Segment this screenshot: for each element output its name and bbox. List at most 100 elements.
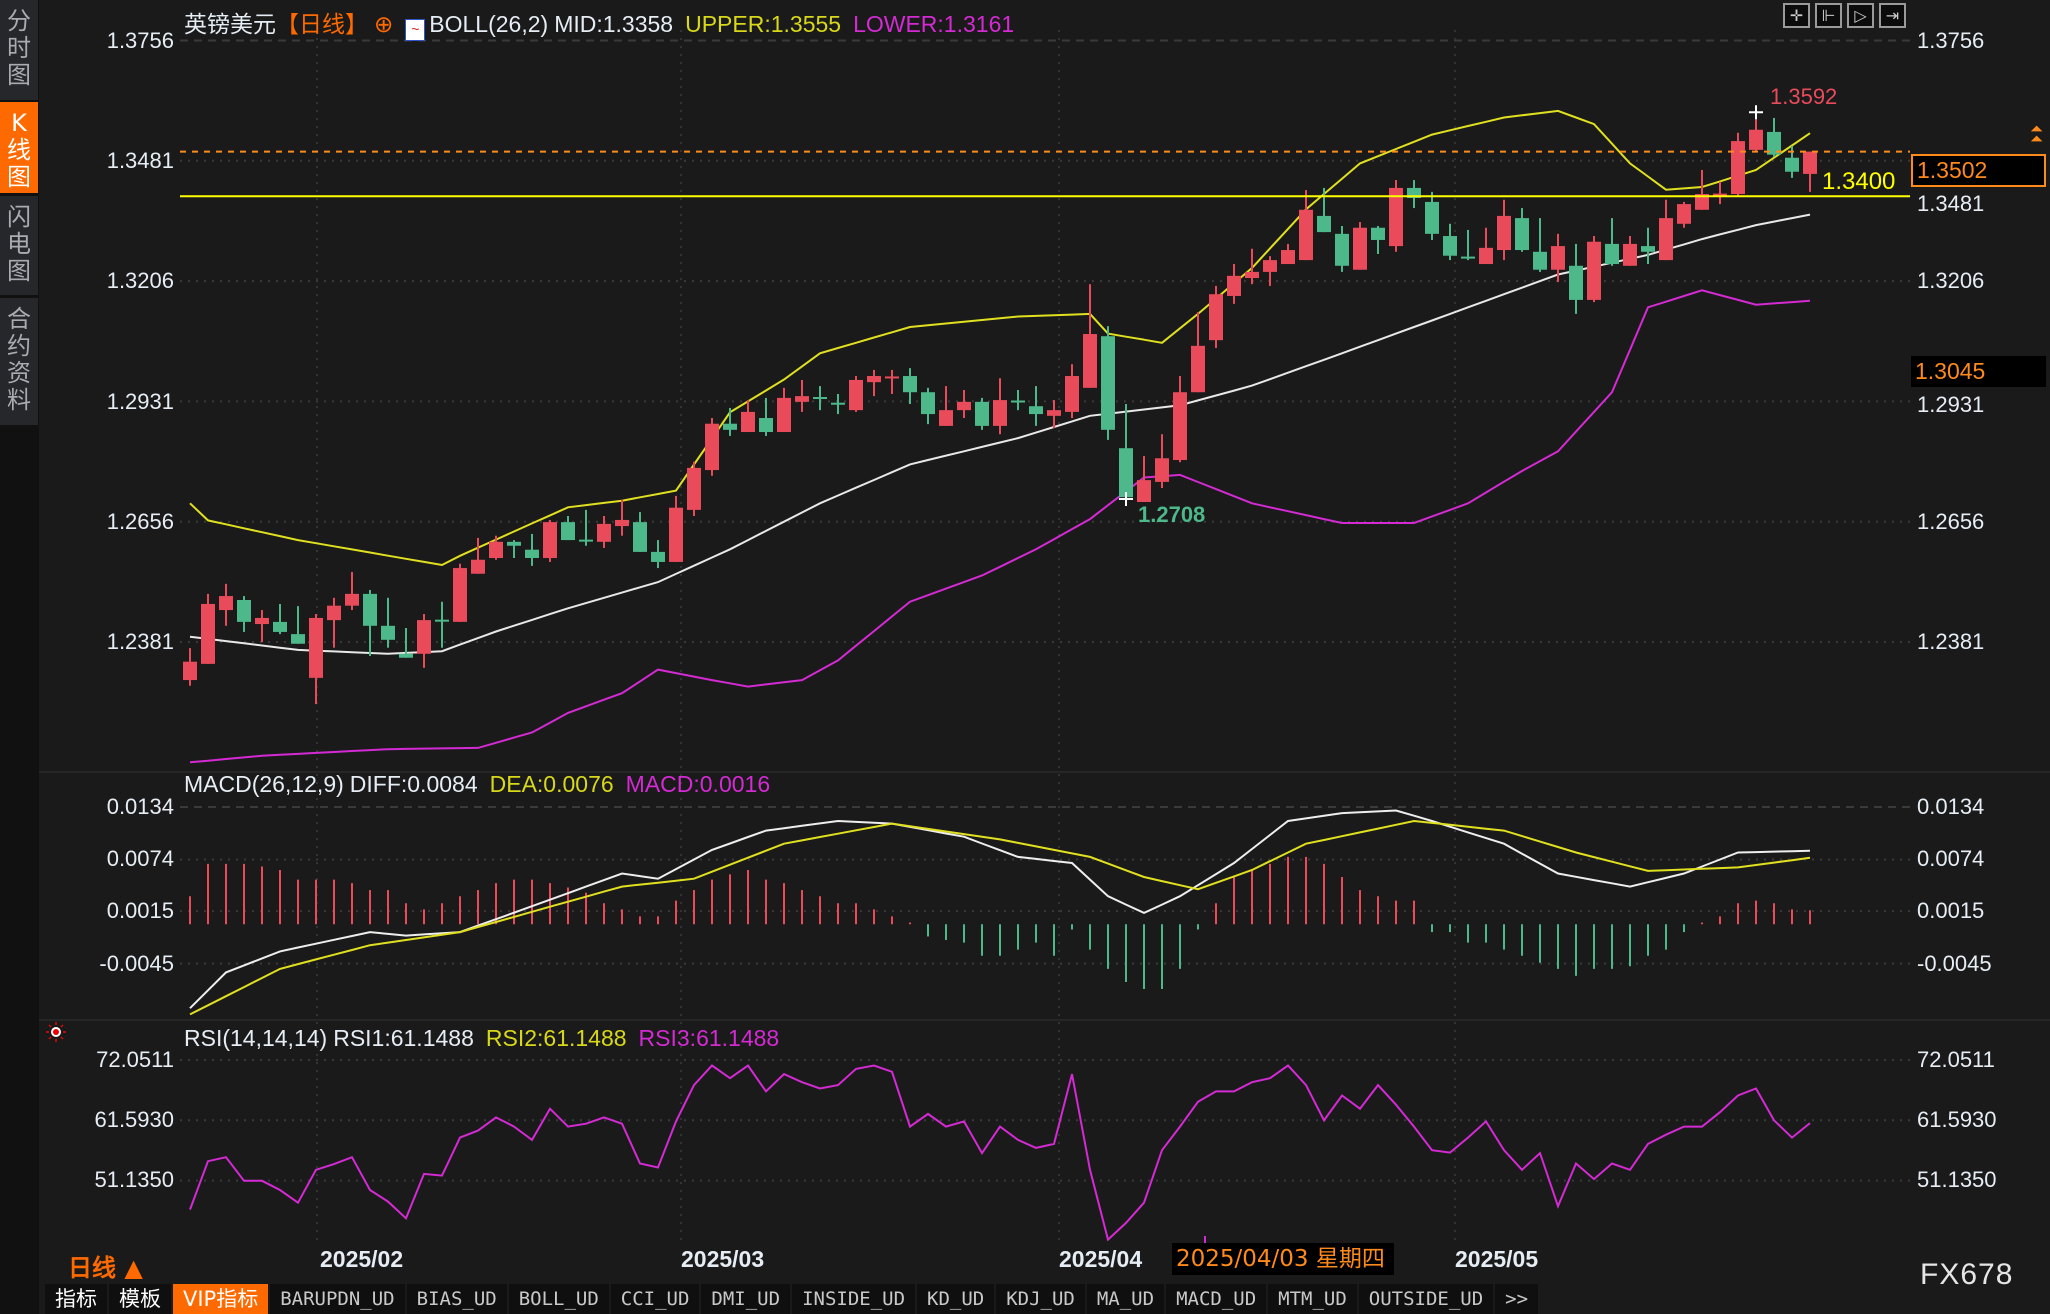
x-axis-label: 2025/03 bbox=[681, 1246, 765, 1272]
price-axis-left-tick: 1.3206 bbox=[106, 268, 174, 293]
sidebar-item-contract-info[interactable]: 合约资料 bbox=[0, 298, 38, 425]
price-axis-right-tick: 1.2381 bbox=[1917, 629, 1985, 654]
candle-body bbox=[1785, 157, 1799, 172]
candle bbox=[1713, 181, 1727, 205]
sidebar-item-label: 闪电图 bbox=[7, 203, 31, 285]
rsi-axis-right-tick: 51.1350 bbox=[1917, 1167, 1997, 1192]
macd-panel bbox=[189, 809, 1811, 1016]
price-axis-right-tick: 1.3481 bbox=[1917, 191, 1985, 216]
tab-inside[interactable]: INSIDE_UD bbox=[792, 1284, 916, 1314]
rsi-line bbox=[189, 1064, 1811, 1242]
candle bbox=[1299, 190, 1313, 261]
indicator-chart-icon[interactable]: ~ bbox=[405, 19, 426, 41]
candle bbox=[399, 627, 413, 658]
scroll-up-icon[interactable]: ⏶ ⏶ bbox=[2030, 124, 2043, 148]
period-toggle[interactable]: 日线 ▲ bbox=[68, 1254, 143, 1282]
candle-body bbox=[579, 539, 593, 542]
candle-body bbox=[1533, 251, 1547, 270]
tab-cci[interactable]: CCI_UD bbox=[610, 1284, 700, 1314]
tab-ma[interactable]: MA_UD bbox=[1086, 1284, 1165, 1314]
candle-body bbox=[1047, 410, 1061, 416]
candle bbox=[687, 461, 701, 517]
candle-body bbox=[327, 605, 341, 621]
candle-body bbox=[489, 541, 503, 559]
candle-body bbox=[1677, 204, 1691, 224]
candle-body bbox=[849, 379, 863, 411]
candle bbox=[1119, 404, 1133, 499]
macd-axis-right-tick: 0.0134 bbox=[1917, 794, 1985, 819]
tab-bias[interactable]: BIAS_UD bbox=[406, 1284, 507, 1314]
candle bbox=[1767, 117, 1781, 157]
watermark: FX678 bbox=[1920, 1258, 2014, 1291]
high-marker-icon bbox=[1749, 105, 1763, 120]
candle-body bbox=[1191, 345, 1205, 393]
tab-kdj[interactable]: KDJ_UD bbox=[996, 1284, 1085, 1314]
candle-body bbox=[1011, 400, 1025, 403]
boll-lower-line bbox=[189, 289, 1811, 764]
candle-body bbox=[1641, 246, 1655, 252]
candle bbox=[1083, 284, 1097, 388]
candle-body bbox=[1065, 376, 1079, 412]
candle-body bbox=[1425, 201, 1439, 234]
sidebar-item-kline[interactable]: K线图 bbox=[0, 102, 38, 193]
candle bbox=[867, 369, 881, 397]
candle-body bbox=[1407, 187, 1421, 198]
sidebar-item-flash[interactable]: 闪电图 bbox=[0, 196, 38, 295]
candle bbox=[777, 387, 791, 433]
candle-body bbox=[1731, 141, 1745, 195]
candle-body bbox=[1659, 218, 1673, 261]
symbol-name: 英镑美元 bbox=[184, 11, 276, 37]
indicator-settings-icon[interactable] bbox=[46, 1022, 66, 1042]
rsi-label: RSI(14,14,14) bbox=[184, 1025, 328, 1051]
period-label[interactable]: 【日线】 bbox=[276, 11, 368, 37]
candle bbox=[1101, 326, 1115, 440]
candle-body bbox=[255, 617, 269, 625]
macd-label: MACD(26,12,9) bbox=[184, 771, 344, 797]
tab-kd[interactable]: KD_UD bbox=[917, 1284, 995, 1314]
zoom-in-range-icon[interactable]: ⊩ bbox=[1815, 3, 1842, 28]
grid-lines bbox=[39, 0, 2050, 1314]
candle bbox=[1263, 256, 1277, 286]
candle bbox=[1731, 132, 1745, 197]
candle-body bbox=[1569, 265, 1583, 300]
candle-body bbox=[939, 410, 953, 426]
candle-body bbox=[1137, 480, 1151, 503]
tab-macd[interactable]: MACD_UD bbox=[1166, 1284, 1267, 1314]
candle-body bbox=[273, 621, 287, 632]
candle-body bbox=[1209, 294, 1223, 341]
candle bbox=[975, 397, 989, 430]
play-forward-icon[interactable]: ▷ bbox=[1847, 3, 1874, 28]
crosshair-icon[interactable]: ✛ bbox=[1783, 3, 1810, 28]
candle-body bbox=[417, 620, 431, 654]
x-axis-label: 2025/04 bbox=[1059, 1246, 1143, 1272]
rsi-panel bbox=[189, 1064, 1811, 1242]
sidebar-item-label: 合约资料 bbox=[7, 305, 31, 414]
sidebar-item-timeshare[interactable]: 分时图 bbox=[0, 0, 38, 100]
candle bbox=[543, 519, 557, 562]
tab-dmi[interactable]: DMI_UD bbox=[701, 1284, 791, 1314]
tab-barupdn[interactable]: BARUPDN_UD bbox=[270, 1284, 405, 1314]
tab-mtm[interactable]: MTM_UD bbox=[1268, 1284, 1357, 1314]
candle-body bbox=[885, 376, 899, 379]
tab-indicators[interactable]: 指标 bbox=[45, 1284, 107, 1314]
tab-vip-indicators[interactable]: VIP指标 bbox=[173, 1284, 269, 1314]
move-right-icon[interactable]: ⇥ bbox=[1879, 3, 1906, 28]
tab-outside[interactable]: OUTSIDE_UD bbox=[1358, 1284, 1494, 1314]
candle bbox=[1155, 434, 1169, 489]
candle bbox=[921, 387, 935, 425]
candle-body bbox=[309, 617, 323, 678]
tab-boll[interactable]: BOLL_UD bbox=[508, 1284, 609, 1314]
price-axis-left-tick: 1.3481 bbox=[106, 148, 174, 173]
price-axis-left-tick: 1.2381 bbox=[106, 629, 174, 654]
tab-templates[interactable]: 模板 bbox=[109, 1284, 171, 1314]
add-icon[interactable]: ⊕ bbox=[374, 11, 394, 37]
candle bbox=[489, 535, 503, 560]
candle bbox=[1425, 191, 1439, 240]
candle bbox=[1209, 285, 1223, 349]
rsi-axis-right-tick: 72.0511 bbox=[1917, 1047, 1995, 1072]
x-axis-label: 2025/02 bbox=[320, 1246, 404, 1272]
boll-upper-line bbox=[189, 109, 1811, 567]
tabs-more-button[interactable]: >> bbox=[1495, 1284, 1539, 1314]
candle-body bbox=[1281, 250, 1295, 265]
